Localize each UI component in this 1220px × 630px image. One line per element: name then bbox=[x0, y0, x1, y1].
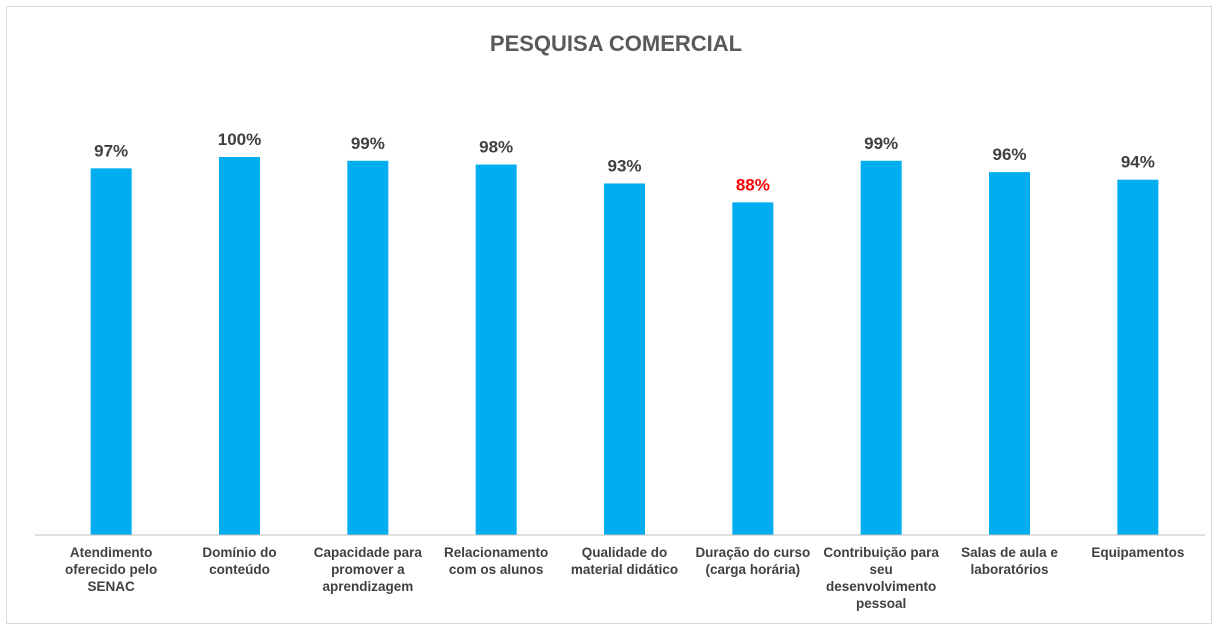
category-label-line: Qualidade do bbox=[582, 545, 668, 560]
bar-chart: PESQUISA COMERCIAL 97% 100% 99% 98% 93% 88% 99… bbox=[35, 31, 1205, 611]
bar-6 bbox=[860, 160, 902, 535]
data-label-8: 94% bbox=[1121, 153, 1155, 172]
bar-3 bbox=[475, 164, 517, 535]
category-label-line: Domínio do bbox=[202, 545, 276, 560]
data-label-2: 99% bbox=[351, 134, 385, 153]
category-label-line: pessoal bbox=[856, 596, 906, 611]
category-label-2: Capacidade para promover a aprendizagem bbox=[314, 545, 423, 594]
category-label-7: Salas de aula e laboratórios bbox=[961, 545, 1058, 577]
chart-title: PESQUISA COMERCIAL bbox=[490, 31, 742, 56]
bar-2 bbox=[347, 160, 389, 535]
category-label-line: desenvolvimento bbox=[826, 579, 936, 594]
category-label-line: com os alunos bbox=[449, 562, 544, 577]
data-label-1: 100% bbox=[218, 130, 261, 149]
bar-8 bbox=[1117, 179, 1159, 535]
category-label-line: (carga horária) bbox=[706, 562, 801, 577]
chart-frame: PESQUISA COMERCIAL 97% 100% 99% 98% 93% 88% 99… bbox=[6, 6, 1212, 624]
bar-7 bbox=[989, 172, 1030, 535]
category-label-line: Duração do curso bbox=[695, 545, 810, 560]
category-label-0: Atendimento oferecido pelo SENAC bbox=[65, 545, 157, 594]
category-label-6: Contribuição para seu desenvolvimento pesso… bbox=[823, 545, 939, 611]
category-label-line: Relacionamento bbox=[444, 545, 548, 560]
data-label-4: 93% bbox=[607, 156, 641, 175]
category-label-line: material didático bbox=[571, 562, 678, 577]
category-label-5: Duração do curso (carga horária) bbox=[695, 545, 810, 577]
category-label-3: Relacionamento com os alunos bbox=[444, 545, 548, 577]
data-label-3: 98% bbox=[479, 138, 513, 157]
category-label-line: seu bbox=[870, 562, 893, 577]
category-label-line: Salas de aula e bbox=[961, 545, 1058, 560]
bar-5 bbox=[732, 202, 774, 536]
category-label-line: aprendizagem bbox=[322, 579, 413, 594]
category-label-4: Qualidade do material didático bbox=[571, 545, 678, 577]
category-label-8: Equipamentos bbox=[1091, 545, 1184, 560]
data-label-6: 99% bbox=[864, 134, 898, 153]
data-label-0: 97% bbox=[94, 141, 128, 160]
category-label-line: conteúdo bbox=[209, 562, 270, 577]
category-label-line: Atendimento bbox=[70, 545, 153, 560]
category-label-line: promover a bbox=[331, 562, 405, 577]
category-label-line: oferecido pelo bbox=[65, 562, 157, 577]
bar-1 bbox=[219, 157, 260, 535]
bar-4 bbox=[604, 183, 645, 535]
category-label-line: Capacidade para bbox=[314, 545, 423, 560]
bar-0 bbox=[90, 168, 132, 535]
category-label-1: Domínio do conteúdo bbox=[202, 545, 276, 577]
category-label-line: Equipamentos bbox=[1091, 545, 1184, 560]
category-label-line: SENAC bbox=[88, 579, 136, 594]
data-label-5: 88% bbox=[736, 175, 770, 194]
data-label-7: 96% bbox=[992, 145, 1026, 164]
category-label-line: laboratórios bbox=[970, 562, 1048, 577]
category-label-line: Contribuição para bbox=[823, 545, 939, 560]
